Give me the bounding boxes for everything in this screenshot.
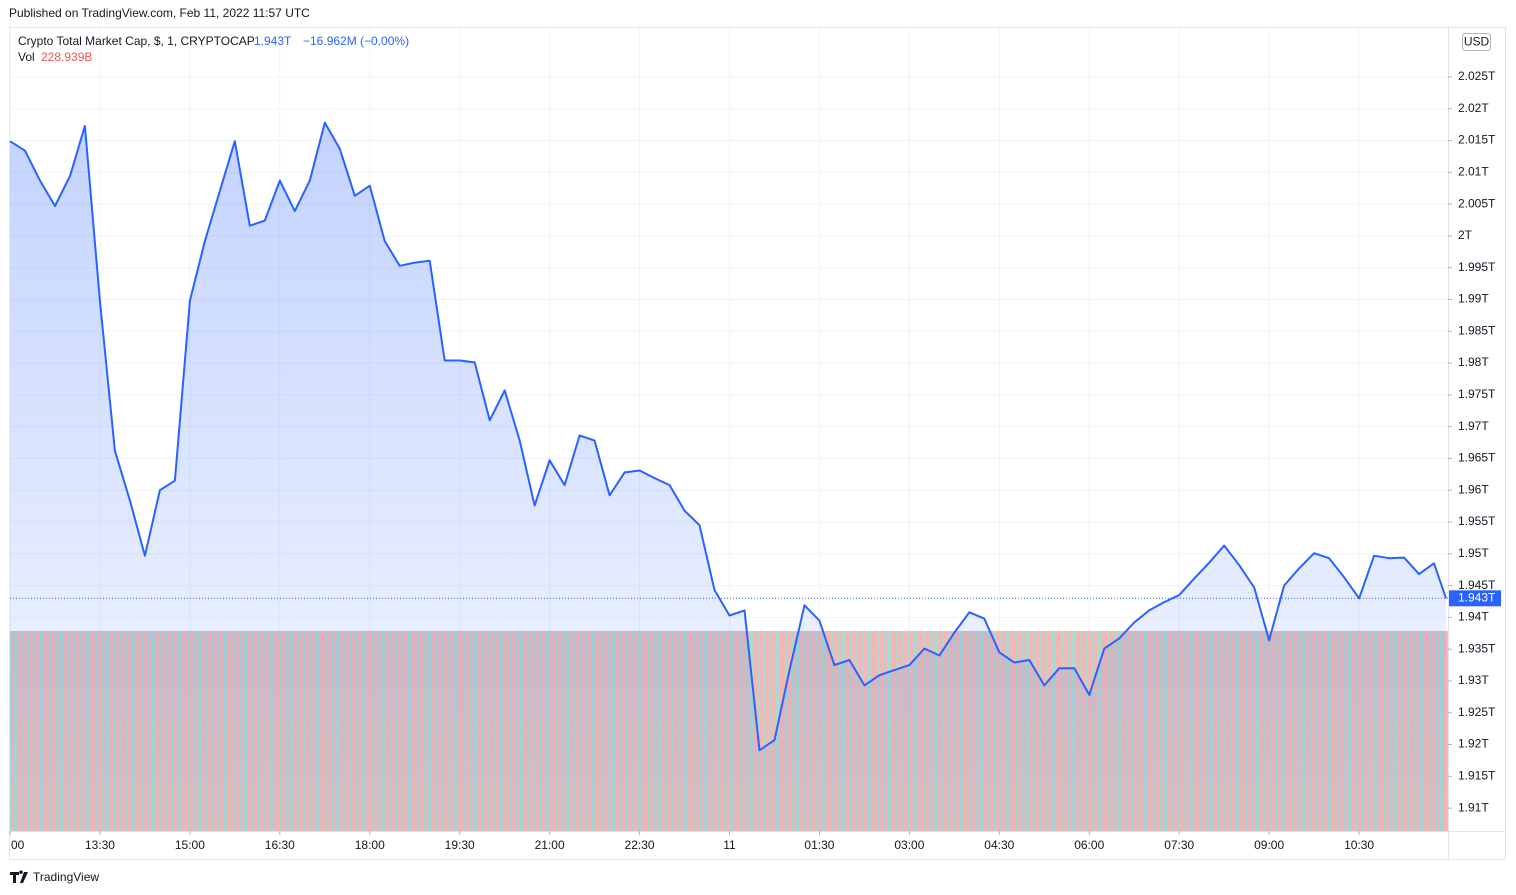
y-tick-label: 1.91T xyxy=(1458,800,1489,814)
y-tick-label: 1.925T xyxy=(1458,705,1496,719)
y-tick-label: 1.915T xyxy=(1458,768,1496,782)
brand: TradingView xyxy=(33,870,99,884)
legend-vol-label: Vol xyxy=(18,50,35,64)
y-tick-label: 1.965T xyxy=(1458,451,1496,465)
y-tick-label: 1.995T xyxy=(1458,260,1496,274)
x-tick-label: 04:30 xyxy=(984,838,1014,852)
y-tick-label: 2.005T xyxy=(1458,196,1496,210)
y-tick-label: 1.955T xyxy=(1458,514,1496,528)
y-tick-label: 2.025T xyxy=(1458,69,1496,83)
y-tick-label: 2.015T xyxy=(1458,133,1496,147)
x-tick-label: 15:00 xyxy=(175,838,205,852)
x-tick-label: 07:30 xyxy=(1164,838,1194,852)
x-tick-label: 21:00 xyxy=(535,838,565,852)
y-tick-label: 2.02T xyxy=(1458,101,1489,115)
currency[interactable]: USD xyxy=(1464,35,1490,49)
legend-vol-value: 228.939B xyxy=(41,50,92,64)
y-tick-label: 1.97T xyxy=(1458,419,1489,433)
legend-change: −16.962M (−0.00%) xyxy=(303,34,409,48)
area-fill xyxy=(10,122,1446,831)
brand-logo xyxy=(10,870,28,883)
x-tick-label: 00 xyxy=(11,838,25,852)
x-tick-label: 19:30 xyxy=(445,838,475,852)
x-tick-label: 09:00 xyxy=(1254,838,1284,852)
y-tick-label: 1.95T xyxy=(1458,546,1489,560)
x-tick-label: 01:30 xyxy=(804,838,834,852)
y-tick-label: 1.935T xyxy=(1458,641,1496,655)
x-tick-label: 10:30 xyxy=(1344,838,1374,852)
currency-box[interactable] xyxy=(1462,33,1491,51)
legend-symbol: Crypto Total Market Cap, $, 1, CRYPTOCAP xyxy=(18,34,255,48)
x-tick-label: 13:30 xyxy=(85,838,115,852)
y-tick-label: 1.975T xyxy=(1458,387,1496,401)
x-tick-label: 06:00 xyxy=(1074,838,1104,852)
y-tick-label: 1.99T xyxy=(1458,292,1489,306)
legend-price: 1.943T xyxy=(254,34,292,48)
y-tick-label: 1.93T xyxy=(1458,673,1489,687)
y-tick-label: 1.985T xyxy=(1458,323,1496,337)
published-note: Published on TradingView.com, Feb 11, 20… xyxy=(9,6,310,20)
x-tick-label: 16:30 xyxy=(265,838,295,852)
last-price-label: 1.943T xyxy=(1458,590,1496,604)
x-tick-label: 11 xyxy=(723,838,736,852)
y-tick-label: 1.945T xyxy=(1458,578,1496,592)
x-tick-label: 03:00 xyxy=(894,838,924,852)
x-tick-label: 18:00 xyxy=(355,838,385,852)
y-tick-label: 2T xyxy=(1458,228,1473,242)
y-tick-label: 1.96T xyxy=(1458,482,1489,496)
y-tick-label: 1.98T xyxy=(1458,355,1489,369)
last-price-tag xyxy=(1449,590,1501,607)
x-tick-label: 22:30 xyxy=(625,838,655,852)
y-tick-label: 1.94T xyxy=(1458,610,1489,624)
price-line xyxy=(9,121,1447,752)
y-tick-label: 1.92T xyxy=(1458,737,1489,751)
y-tick-label: 2.01T xyxy=(1458,164,1489,178)
